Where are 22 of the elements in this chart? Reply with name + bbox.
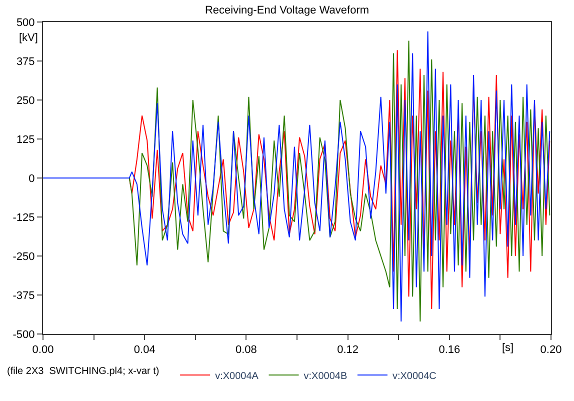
y-tick-label: -250 [12, 250, 35, 263]
chart-title: Receiving-End Voltage Waveform [204, 4, 370, 17]
y-tick-label: 250 [16, 94, 35, 107]
y-tick-label: 0 [28, 172, 35, 185]
x-tick-label: 0.16 [438, 344, 460, 356]
y-axis-title: [kV] [19, 32, 38, 44]
y-tick-label: 125 [16, 134, 35, 146]
x-tick-label: 0.04 [134, 344, 156, 356]
x-tick-label: 0.08 [235, 344, 257, 356]
y-tick-label: 375 [16, 56, 35, 68]
x-tick-label: 0.20 [540, 344, 562, 356]
y-tick-label: -500 [12, 328, 35, 341]
legend-label: v:X0004C [392, 370, 436, 382]
y-tick-label: -375 [12, 290, 35, 302]
x-tick-label: 0.00 [32, 344, 54, 356]
x-axis-title: [s] [502, 342, 514, 354]
y-tick-label: 500 [16, 16, 35, 29]
y-tick-label: -125 [12, 212, 35, 224]
text: (file 2X3 SWITCHING.pl4; x-var t) [7, 366, 160, 377]
legend-label: v:X0004A [215, 370, 259, 382]
legend-label: v:X0004B [304, 370, 348, 382]
x-tick-label: 0.12 [337, 344, 359, 356]
